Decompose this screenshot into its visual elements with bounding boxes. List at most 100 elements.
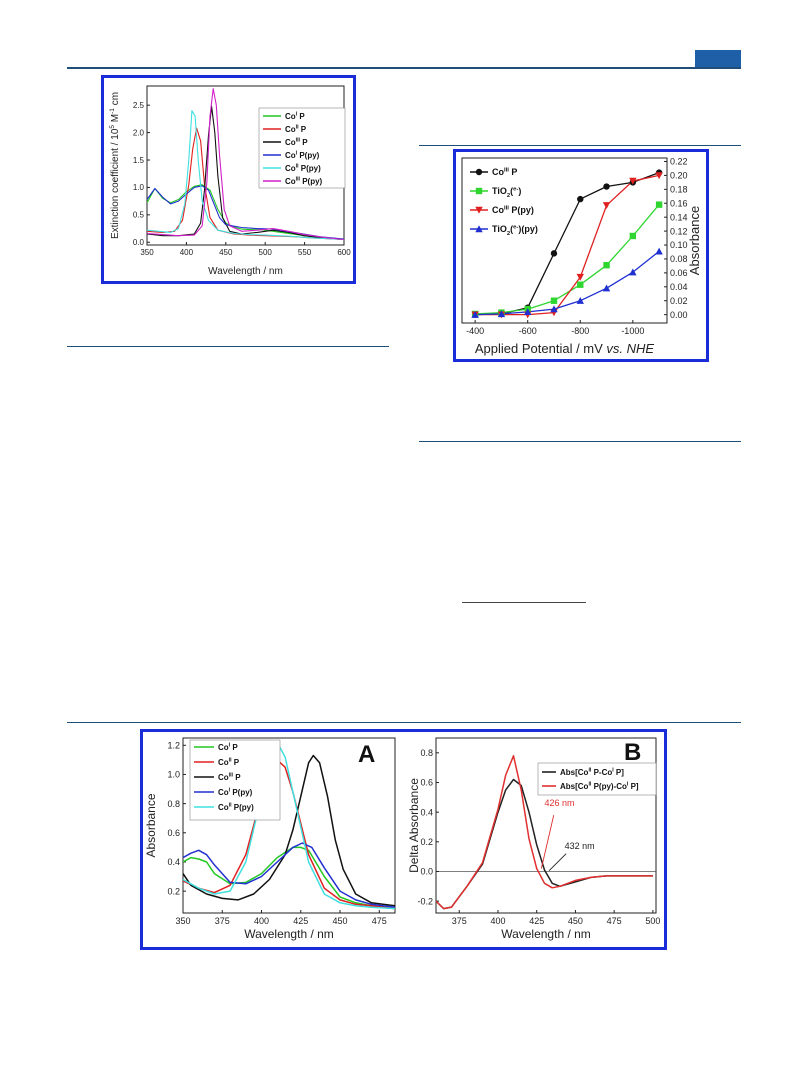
section-rule-left [67,346,389,347]
legend-label: TiO2(e-)(py) [492,224,538,237]
x-tick-label: 550 [298,248,312,257]
y-tick-label: 1.5 [133,156,145,165]
series-line [475,174,660,316]
data-point [577,281,584,288]
y-tick-label: 0.2 [167,886,180,896]
y-tick-label: 2.5 [133,101,145,110]
panel-b-chart: 375 400 425 450 475 500 -0.2 0.0 0.2 0.4 0.6 0.8 Wav… [407,737,660,941]
legend-label: CoIII P [218,773,241,782]
annotation-426-arrow [540,815,555,869]
data-point [471,310,479,318]
series-line [147,105,344,241]
series-line [183,846,395,910]
y-tick-label: 0.5 [133,211,145,220]
series-line [147,110,344,241]
figure-panels-ab: 350 375 400 425 450 475 0.2 0.4 0.6 0.8 1.0 1.2 Wave… [140,729,667,950]
legend-label: CoII P(py) [218,803,254,812]
legend-marker [475,206,483,214]
x-axis-label: Wavelength / nm [208,266,283,277]
section-rule-right-1 [419,145,741,146]
series-line [183,741,395,910]
x-tick-label: 600 [337,248,351,257]
panel-label: B [624,739,641,766]
series-line [436,755,653,910]
legend-label: CoI P [285,112,305,121]
x-tick-label: 375 [215,916,230,926]
x-tick-label: 450 [219,248,233,257]
data-point [550,250,558,257]
y-tick-label: 0.04 [670,282,688,292]
data-point [629,177,637,185]
annotation-432-arrow [548,853,567,872]
series-group [436,755,653,910]
y-tick-label: 0.6 [167,828,180,838]
panel-a-chart: 350 375 400 425 450 475 0.2 0.4 0.6 0.8 1.0 1.2 Wave… [144,737,396,941]
data-point [655,247,663,255]
section-rule-right-2 [419,441,741,442]
data-point [577,195,584,203]
header-tab [695,50,741,67]
data-point [550,297,558,304]
y-tick-label: 0.0 [133,238,145,247]
x-tick-label: 350 [140,248,154,257]
y-tick-label: 0.00 [670,310,688,320]
x-axis-label: Wavelength / nm [244,927,334,941]
series-group [147,88,344,241]
series-line [183,759,395,910]
x-tick-label: -1000 [621,326,644,336]
data-point [497,310,506,318]
figure-uv-extinction: 350 400 450 500 550 600 0.0 0.5 1.0 1.5 2.0 2.5 Wave… [101,75,356,284]
y-tick-label: 0.10 [670,240,688,250]
panel-label: A [358,741,375,768]
data-point [576,273,584,281]
legend-label: CoI P(py) [285,151,320,160]
y-tick-label: 0.6 [420,778,433,788]
figure-spectroelectrochem: -400 -600 -800 -1000 0.00 0.02 0.04 0.06 0.08 0.1… [453,149,709,362]
legend-label: CoI P(py) [218,788,253,797]
x-tick-label: 475 [372,916,387,926]
plot-frame [461,157,668,324]
x-tick-label: 400 [254,916,269,926]
x-tick-label: -400 [466,326,484,336]
x-tick-label: -600 [519,326,537,336]
data-point [550,305,558,313]
series-line [147,88,344,241]
annotation-426: 426 nm [544,798,574,808]
y-tick-label: 0.4 [167,857,180,867]
y-tick-label: 1.0 [167,770,180,780]
series-group [183,741,395,910]
y-tick-label: -0.2 [417,896,433,906]
spectroelectrochem-chart: -400 -600 -800 -1000 0.00 0.02 0.04 0.06 0.08 0.1… [461,157,702,356]
y-axis-label: Delta Absorbance [407,778,421,873]
x-tick-label: 350 [175,916,190,926]
data-point [602,202,611,210]
plot-frame [435,737,657,914]
y-tick-label: 0.4 [420,807,433,817]
y-tick-label: 0.14 [670,212,688,222]
y-tick-label: 0.02 [670,296,688,306]
legend-label: CoIII P [492,167,517,177]
series-line [475,250,660,316]
x-tick-label: 475 [607,916,622,926]
y-tick-label: 1.0 [133,183,145,192]
y-tick-label: 0.12 [670,226,688,236]
x-axis-label: Wavelength / nm [501,927,591,941]
series-line [183,842,395,908]
x-tick-label: 425 [293,916,308,926]
x-axis-label: Applied Potential / mV vs. NHE [475,341,655,356]
series-line [475,204,660,315]
annotation-432: 432 nm [565,841,595,851]
x-tick-label: 400 [180,248,194,257]
header-rule-top [67,67,741,69]
x-tick-label: 500 [645,916,660,926]
y-tick-label: 0.06 [670,268,688,278]
legend-box [258,107,346,189]
y-tick-label: 0.8 [420,748,433,758]
y-tick-label: 1.2 [167,740,180,750]
legend-label: Abs[CoII P(py)-CoI P] [560,782,639,791]
legend-label: CoII P(py) [285,164,321,173]
legend-label: CoI P [218,743,238,752]
legend-label: TiO2(e-) [492,186,521,199]
x-tick-label: 500 [259,248,273,257]
legend-box [537,762,657,796]
